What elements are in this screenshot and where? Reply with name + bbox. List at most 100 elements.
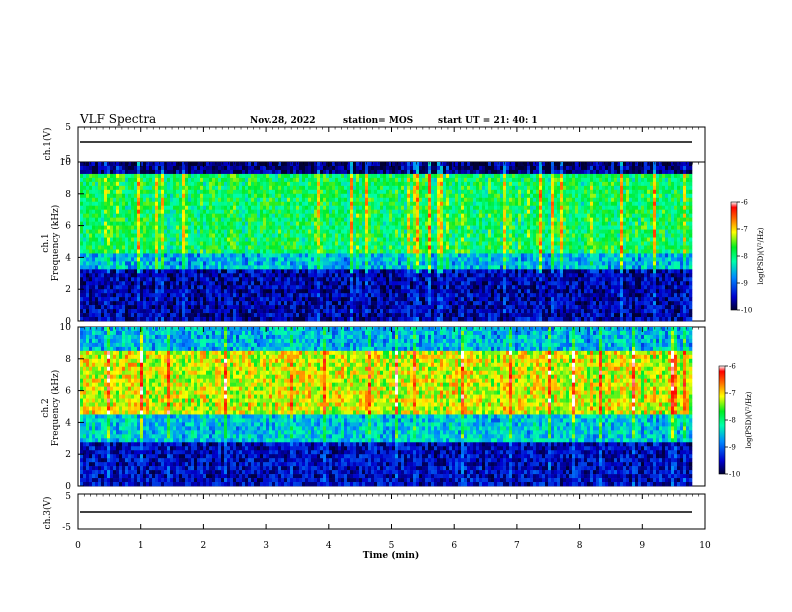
spectrogram-cell [335,213,339,218]
spectrogram-cell [101,217,105,222]
spectrogram-cell [143,209,147,214]
spectrogram-cell [206,301,210,306]
spectrogram-cell [320,205,324,210]
spectrogram-cell [377,245,381,250]
spectrogram-cell [221,245,225,250]
spectrogram-cell [200,301,204,306]
spectrogram-cell [263,173,267,179]
spectrogram-cell [248,273,252,278]
spectrogram-cell [128,205,132,210]
spectrogram-cell [98,205,102,210]
spectrogram-cell [95,285,99,290]
spectrogram-cell [275,297,279,302]
spectrogram-cell [353,265,357,270]
spectrogram-cell [272,257,276,262]
spectrogram-cell [296,221,300,226]
spectrogram-cell [386,269,390,274]
spectrogram-cell [239,162,243,167]
spectrogram-cell [203,205,207,210]
spectrogram-cell [98,245,102,250]
spectrogram-cell [326,237,330,242]
spectrogram-cell [356,245,360,250]
spectrogram-cell [263,293,267,298]
spectrogram-cell [266,245,270,250]
spectrogram-cell [314,253,318,258]
spectrogram-cell [254,189,258,195]
spectrogram-cell [431,285,435,290]
spectrogram-cell [134,249,138,254]
spectrogram-cell [194,257,198,262]
spectrogram-cell [347,225,351,230]
spectrogram-cell [344,281,348,286]
spectrogram-cell [83,297,87,302]
spectrogram-cell [215,301,219,306]
spectrogram-cell [284,293,288,298]
spectrogram-cell [125,217,129,222]
spectrogram-cell [446,213,450,218]
spectrogram-cell [221,241,225,246]
spectrogram-cell [377,313,381,318]
spectrogram-cell [251,253,255,258]
spectrogram-cell [80,225,84,230]
spectrogram-cell [161,241,165,246]
spectrogram-cell [200,317,204,322]
spectrogram-cell [422,309,426,314]
spectrogram-cell [173,221,177,226]
spectrogram-cell [119,317,123,322]
spectrogram-cell [245,273,249,278]
spectrogram-cell [176,177,180,183]
spectrogram-cell [335,269,339,274]
spectrogram-cell [221,162,225,167]
spectrogram-cell [98,162,102,167]
spectrogram-cell [362,181,366,187]
spectrogram-cell [326,309,330,314]
spectrogram-cell [341,165,345,171]
spectrogram-cell [404,221,408,226]
spectrogram-cell [416,253,420,258]
spectrogram-cell [218,229,222,234]
spectrogram-cell [254,257,258,262]
spectrogram-cell [377,289,381,294]
spectrogram-cell [179,225,183,230]
spectrogram-cell [182,289,186,294]
spectrogram-cell [239,209,243,214]
spectrogram-cell [428,197,432,203]
spectrogram-cell [230,273,234,278]
spectrogram-cell [398,245,402,250]
spectrogram-cell [308,189,312,195]
spectrogram-cell [251,217,255,222]
spectrogram-cell [281,169,285,175]
spectrogram-cell [98,221,102,226]
spectrogram-cell [203,269,207,274]
spectrogram-cell [149,189,153,195]
spectrogram-cell [281,177,285,183]
spectrogram-cell [302,177,306,183]
spectrogram-cell [152,293,156,298]
spectrogram-cell [401,229,405,234]
spectrogram-cell [380,217,384,222]
spectrogram-cell [353,225,357,230]
spectrogram-cell [257,265,261,270]
spectrogram-cell [404,245,408,250]
spectrogram-cell [83,309,87,314]
spectrogram-cell [422,265,426,270]
spectrogram-cell [230,237,234,242]
spectrogram-cell [446,217,450,222]
spectrogram-cell [302,265,306,270]
spectrogram-cell [356,181,360,187]
spectrogram-cell [446,189,450,195]
spectrogram-cell [101,162,105,167]
spectrogram-cell [176,209,180,214]
spectrogram-cell [125,181,129,187]
spectrogram-cell [419,221,423,226]
spectrogram-cell [320,317,324,322]
spectrogram-cell [110,197,114,203]
spectrogram-cell [389,205,393,210]
spectrogram-cell [257,229,261,234]
spectrogram-cell [398,209,402,214]
spectrogram-cell [287,265,291,270]
spectrogram-cell [326,265,330,270]
spectrogram-cell [167,237,171,242]
spectrogram-cell [449,313,453,318]
